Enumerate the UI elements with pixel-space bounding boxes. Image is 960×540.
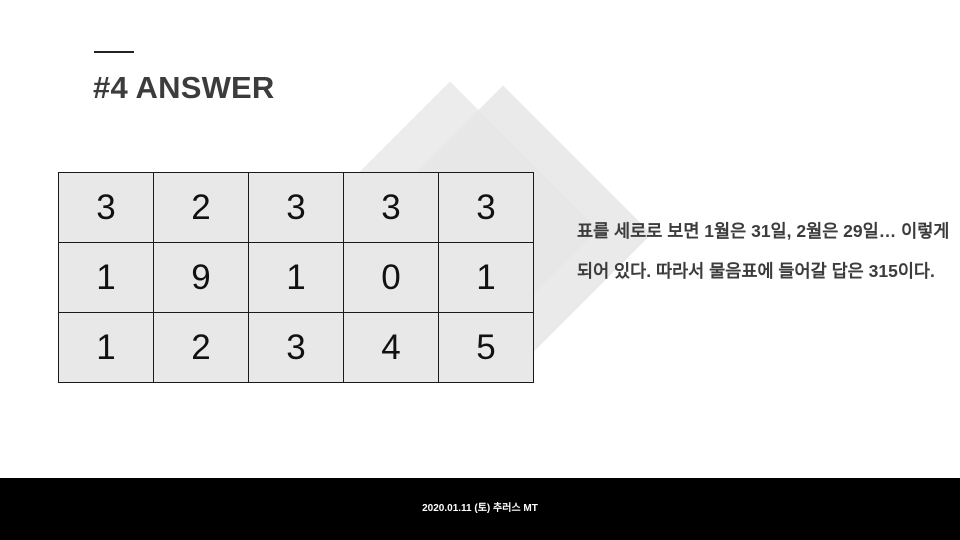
slide-title: #4 ANSWER <box>93 70 275 105</box>
answer-explanation: 표를 세로로 보면 1월은 31일, 2월은 29일… 이렇게 되어 있다. 따… <box>577 221 950 281</box>
footer-text: 2020.01.11 (토) 추러스 MT <box>422 503 538 514</box>
grid-cell: 3 <box>438 172 534 243</box>
grid-cell: 3 <box>58 172 154 243</box>
grid-cell: 1 <box>58 242 154 313</box>
grid-cell: 1 <box>58 312 154 383</box>
grid-cell: 0 <box>343 242 439 313</box>
grid-row-3: 1 2 3 4 5 <box>58 312 534 383</box>
grid-cell: 9 <box>153 242 249 313</box>
grid-cell: 3 <box>343 172 439 243</box>
grid-cell: 2 <box>153 172 249 243</box>
grid-cell: 1 <box>438 242 534 313</box>
grid-cell: 1 <box>248 242 344 313</box>
grid-cell: 3 <box>248 312 344 383</box>
number-grid: 3 2 3 3 3 1 9 1 0 1 1 2 3 4 5 <box>58 172 534 383</box>
grid-cell: 2 <box>153 312 249 383</box>
footer-bar: 2020.01.11 (토) 추러스 MT <box>0 478 960 540</box>
grid-cell: 4 <box>343 312 439 383</box>
grid-row-1: 3 2 3 3 3 <box>58 172 534 243</box>
grid-cell: 5 <box>438 312 534 383</box>
grid-row-2: 1 9 1 0 1 <box>58 242 534 313</box>
title-rule <box>94 51 134 53</box>
grid-cell: 3 <box>248 172 344 243</box>
